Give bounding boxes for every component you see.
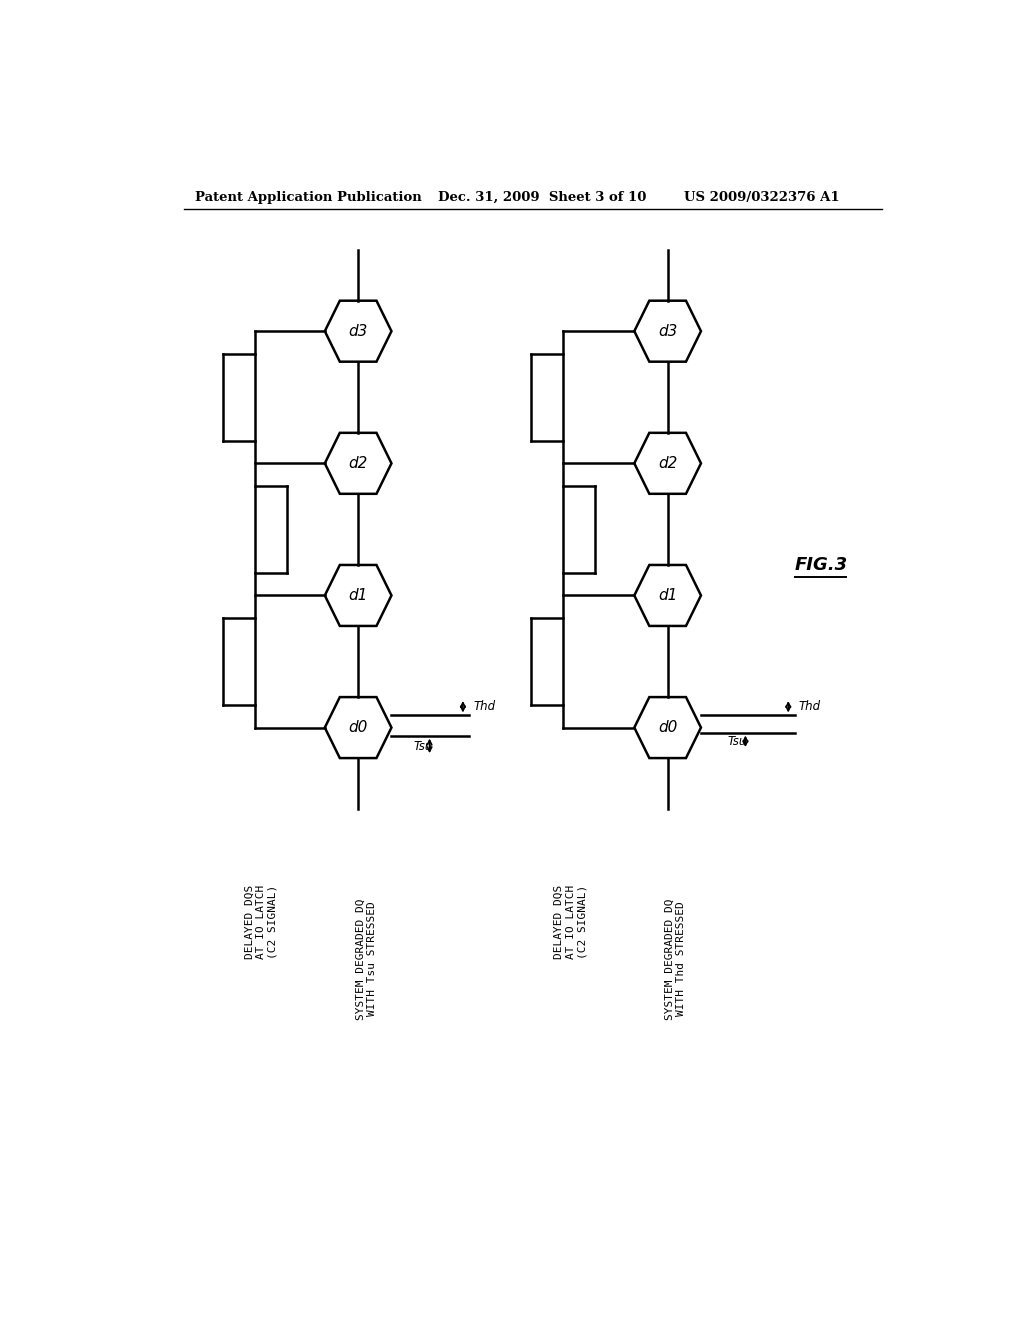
- Text: Patent Application Publication: Patent Application Publication: [196, 190, 422, 203]
- Text: SYSTEM DEGRADED DQ
WITH Tsu STRESSED: SYSTEM DEGRADED DQ WITH Tsu STRESSED: [355, 899, 377, 1020]
- Text: Thd: Thd: [799, 700, 820, 713]
- Text: US 2009/0322376 A1: US 2009/0322376 A1: [684, 190, 839, 203]
- Text: FIG.3: FIG.3: [795, 556, 848, 574]
- Text: SYSTEM DEGRADED DQ
WITH Thd STRESSED: SYSTEM DEGRADED DQ WITH Thd STRESSED: [665, 899, 686, 1020]
- Text: Thd: Thd: [473, 700, 496, 713]
- Text: Tsu: Tsu: [728, 735, 748, 748]
- Text: d1: d1: [658, 587, 677, 603]
- Text: d0: d0: [658, 721, 677, 735]
- Text: d2: d2: [658, 455, 677, 471]
- Text: d3: d3: [658, 323, 677, 339]
- Text: d0: d0: [348, 721, 368, 735]
- Text: d2: d2: [348, 455, 368, 471]
- Text: DELAYED DQS
AT IO LATCH
(C2 SIGNAL): DELAYED DQS AT IO LATCH (C2 SIGNAL): [245, 886, 278, 960]
- Text: Dec. 31, 2009  Sheet 3 of 10: Dec. 31, 2009 Sheet 3 of 10: [437, 190, 646, 203]
- Text: DELAYED DQS
AT IO LATCH
(C2 SIGNAL): DELAYED DQS AT IO LATCH (C2 SIGNAL): [554, 886, 588, 960]
- Text: Tsu: Tsu: [414, 741, 433, 754]
- Text: d3: d3: [348, 323, 368, 339]
- Text: d1: d1: [348, 587, 368, 603]
